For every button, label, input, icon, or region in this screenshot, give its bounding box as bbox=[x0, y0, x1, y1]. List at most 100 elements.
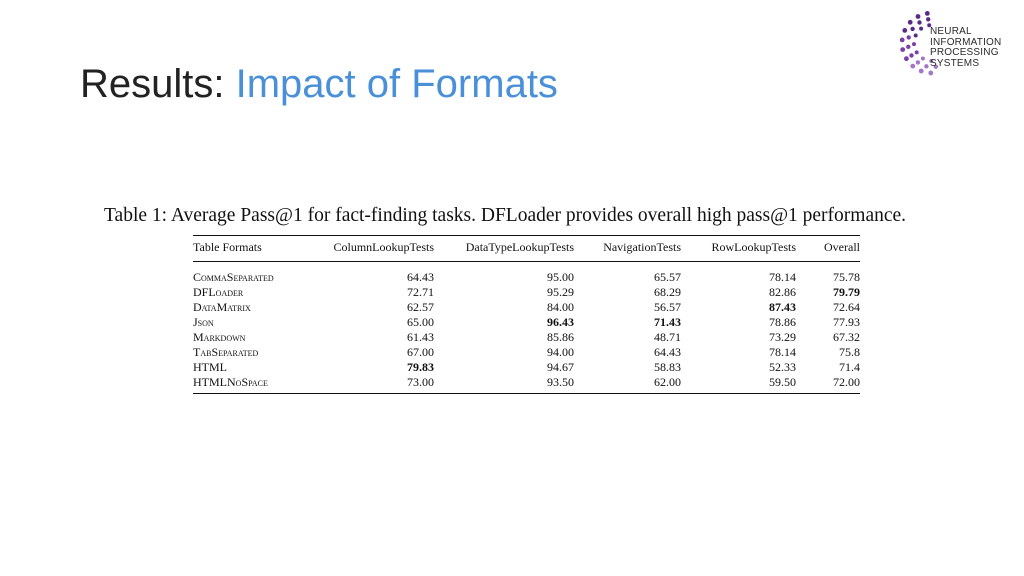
value-cell: 77.93 bbox=[833, 315, 860, 329]
logo-dot bbox=[917, 20, 922, 25]
format-cell: DataMatrix bbox=[193, 300, 251, 314]
value-cell: 52.33 bbox=[769, 360, 796, 374]
column-header: ColumnLookupTests bbox=[333, 240, 435, 254]
value-cell: 65.00 bbox=[407, 315, 434, 329]
value-cell: 96.43 bbox=[547, 315, 574, 329]
value-cell: 79.79 bbox=[833, 285, 860, 299]
table-row: Markdown 61.43 85.86 48.71 73.29 67.32 bbox=[193, 330, 860, 345]
slide-title-accent: Impact of Formats bbox=[235, 62, 558, 106]
logo-line-neural: NEURAL bbox=[930, 26, 972, 37]
table-caption: Table 1: Average Pass@1 for fact-finding… bbox=[104, 205, 907, 226]
format-cell: CommaSeparated bbox=[193, 270, 274, 284]
value-cell: 72.71 bbox=[407, 285, 434, 299]
format-cell: DFLoader bbox=[193, 285, 244, 299]
value-cell: 75.78 bbox=[833, 270, 860, 284]
value-cell: 62.57 bbox=[407, 300, 434, 314]
logo-dot bbox=[909, 53, 914, 58]
logo-dot bbox=[910, 26, 915, 32]
neurips-logo-text: NEURAL INFORMATION PROCESSING SYSTEMS bbox=[930, 26, 1002, 69]
table-header-row: Table Formats ColumnLookupTests DataType… bbox=[193, 235, 860, 262]
results-table: Table Formats ColumnLookupTests DataType… bbox=[193, 235, 860, 394]
logo-dot bbox=[924, 11, 930, 16]
value-cell: 64.43 bbox=[407, 270, 434, 284]
value-cell: 78.14 bbox=[769, 345, 796, 359]
table-row: CommaSeparated 64.43 95.00 65.57 78.14 75.78 bbox=[193, 262, 860, 286]
format-cell: Markdown bbox=[193, 330, 246, 344]
column-header: DataTypeLookupTests bbox=[465, 240, 574, 254]
value-cell: 67.00 bbox=[407, 345, 434, 359]
table-row: TabSeparated 67.00 94.00 64.43 78.14 75.8 bbox=[193, 345, 860, 360]
value-cell: 94.00 bbox=[547, 345, 574, 359]
value-cell: 85.86 bbox=[547, 330, 574, 344]
logo-dot bbox=[920, 56, 925, 61]
value-cell: 78.86 bbox=[769, 315, 796, 329]
table-row: HTML 79.83 94.67 58.83 52.33 71.4 bbox=[193, 360, 860, 375]
table-body: CommaSeparated 64.43 95.00 65.57 78.14 75.78 D… bbox=[193, 262, 860, 394]
format-cell: Json bbox=[193, 315, 214, 329]
logo-dot bbox=[899, 37, 905, 43]
logo-dot bbox=[933, 64, 938, 69]
value-cell: 73.00 bbox=[407, 375, 434, 389]
value-cell: 58.83 bbox=[654, 360, 681, 374]
column-header: Table Formats bbox=[193, 240, 262, 254]
value-cell: 71.43 bbox=[654, 315, 681, 329]
column-header: Overall bbox=[824, 240, 860, 254]
logo-dot bbox=[927, 23, 932, 28]
value-cell: 64.43 bbox=[654, 345, 681, 359]
format-cell: HTML bbox=[193, 360, 227, 374]
logo-line-information: INFORMATION bbox=[930, 36, 1002, 48]
table-row: DataMatrix 62.57 84.00 56.57 87.43 72.64 bbox=[193, 300, 860, 315]
value-cell: 61.43 bbox=[407, 330, 434, 344]
logo-dot bbox=[906, 44, 911, 49]
value-cell: 94.67 bbox=[547, 360, 574, 374]
value-cell: 95.29 bbox=[547, 285, 574, 299]
value-cell: 79.83 bbox=[407, 360, 434, 374]
value-cell: 95.00 bbox=[547, 270, 574, 284]
neurips-logo-mark-icon bbox=[899, 11, 938, 76]
logo-dot bbox=[913, 33, 918, 38]
value-cell: 72.00 bbox=[833, 375, 860, 389]
value-cell: 73.29 bbox=[769, 330, 796, 344]
format-cell: HTMLNoSpace bbox=[193, 375, 268, 389]
value-cell: 65.57 bbox=[654, 270, 681, 284]
logo-dot bbox=[928, 70, 934, 76]
value-cell: 62.00 bbox=[654, 375, 681, 389]
column-header: NavigationTests bbox=[603, 240, 681, 254]
value-cell: 75.8 bbox=[839, 345, 860, 359]
table-row: Json 65.00 96.43 71.43 78.86 77.93 bbox=[193, 315, 860, 330]
format-cell: TabSeparated bbox=[193, 345, 259, 359]
value-cell: 59.50 bbox=[769, 375, 796, 389]
logo-dot bbox=[924, 64, 929, 69]
value-cell: 68.29 bbox=[654, 285, 681, 299]
logo-dot bbox=[915, 14, 921, 19]
logo-dot bbox=[929, 59, 934, 63]
slide-title: Results: Impact of Formats bbox=[80, 58, 558, 110]
slide-title-lead: Results: bbox=[80, 62, 225, 106]
value-cell: 72.64 bbox=[833, 300, 860, 314]
logo-dot bbox=[910, 63, 916, 69]
value-cell: 93.50 bbox=[547, 375, 574, 389]
column-header: RowLookupTests bbox=[711, 240, 797, 254]
value-cell: 67.32 bbox=[833, 330, 860, 344]
logo-dot bbox=[926, 17, 931, 22]
value-cell: 71.4 bbox=[839, 360, 860, 374]
logo-dot bbox=[919, 26, 924, 31]
value-cell: 56.57 bbox=[654, 300, 681, 314]
table-row: HTMLNoSpace 73.00 93.50 62.00 59.50 72.00 bbox=[193, 375, 860, 394]
value-cell: 87.43 bbox=[769, 300, 796, 314]
neurips-logo: NEURAL INFORMATION PROCESSING SYSTEMS bbox=[898, 5, 1010, 77]
logo-dot bbox=[902, 28, 908, 33]
logo-line-systems: SYSTEMS bbox=[930, 57, 980, 69]
table-row: DFLoader 72.71 95.29 68.29 82.86 79.79 bbox=[193, 285, 860, 300]
logo-line-processing: PROCESSING bbox=[930, 47, 999, 58]
value-cell: 78.14 bbox=[769, 270, 796, 284]
value-cell: 82.86 bbox=[769, 285, 796, 299]
value-cell: 84.00 bbox=[547, 300, 574, 314]
logo-dot bbox=[912, 42, 916, 47]
logo-dot bbox=[918, 68, 924, 74]
logo-dot bbox=[907, 19, 913, 25]
logo-dot bbox=[914, 50, 919, 55]
logo-dot bbox=[915, 60, 921, 65]
logo-dot bbox=[906, 35, 911, 40]
value-cell: 48.71 bbox=[654, 330, 681, 344]
